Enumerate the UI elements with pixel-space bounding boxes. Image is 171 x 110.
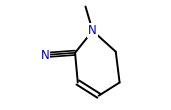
Text: N: N	[88, 24, 97, 37]
Text: N: N	[40, 49, 49, 61]
